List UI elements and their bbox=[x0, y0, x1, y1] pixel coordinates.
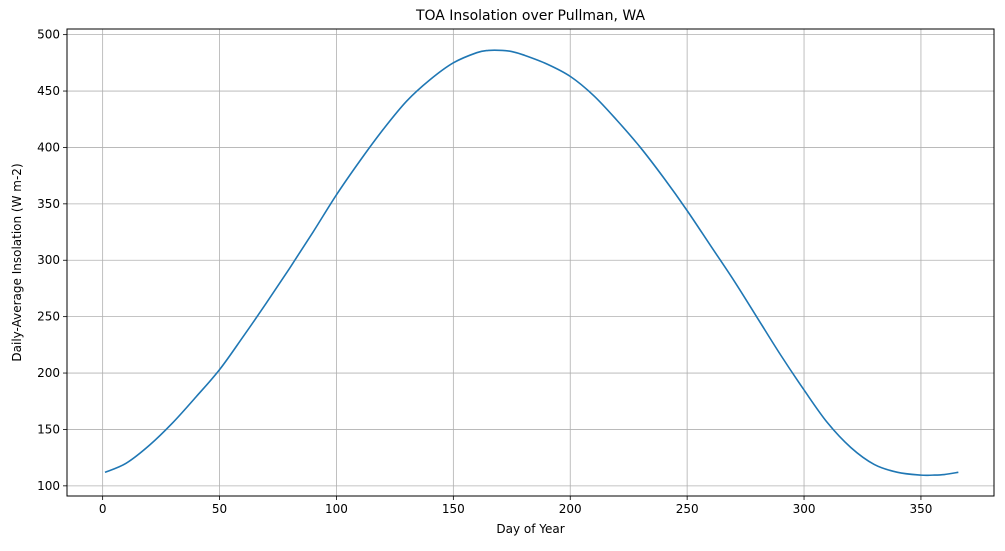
series-layer bbox=[104, 49, 959, 477]
y-tick-label: 350 bbox=[37, 197, 60, 211]
y-tick-label: 150 bbox=[37, 422, 60, 436]
x-tick-label: 150 bbox=[442, 502, 465, 516]
y-tick-label: 300 bbox=[37, 253, 60, 267]
chart-title: TOA Insolation over Pullman, WA bbox=[415, 8, 646, 24]
x-tick-label: 250 bbox=[676, 502, 699, 516]
y-tick-label: 500 bbox=[37, 28, 60, 42]
x-tick-label: 350 bbox=[909, 502, 932, 516]
series-line-insolation bbox=[104, 49, 959, 477]
x-tick-label: 300 bbox=[793, 502, 816, 516]
x-axis-label: Day of Year bbox=[496, 522, 564, 536]
x-tick-label: 100 bbox=[325, 502, 348, 516]
y-tick-label: 450 bbox=[37, 84, 60, 98]
axes-frame bbox=[66, 28, 995, 497]
x-tick-label: 200 bbox=[559, 502, 582, 516]
y-tick-label: 200 bbox=[37, 366, 60, 380]
x-tick-label: 0 bbox=[99, 502, 107, 516]
y-tick-label: 250 bbox=[37, 310, 60, 324]
y-axis-ticks: 100 150 200 250 300 350 400 450 500 bbox=[37, 28, 67, 493]
x-axis-ticks: 0 50 100 150 200 250 300 350 bbox=[99, 496, 932, 516]
grid bbox=[67, 29, 994, 496]
y-tick-label: 100 bbox=[37, 479, 60, 493]
y-tick-label: 400 bbox=[37, 140, 60, 154]
y-axis-label: Daily-Average Insolation (W m-2) bbox=[10, 163, 24, 361]
x-tick-label: 50 bbox=[212, 502, 227, 516]
plot-area bbox=[67, 29, 994, 496]
